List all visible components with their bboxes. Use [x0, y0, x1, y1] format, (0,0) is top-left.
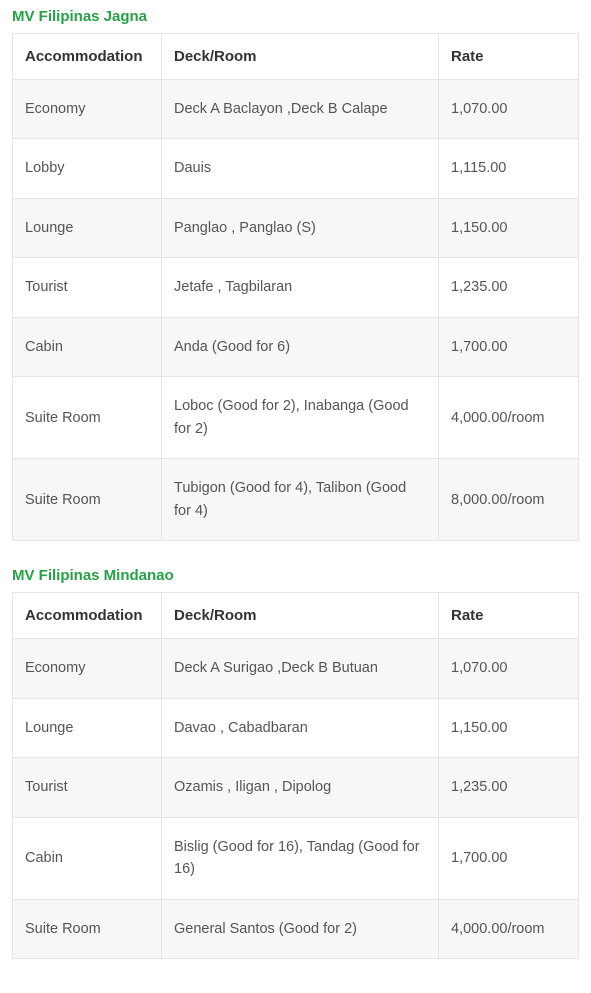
- table-row: Tourist Jetafe , Tagbilaran 1,235.00: [13, 258, 579, 317]
- cell-rate: 1,700.00: [439, 817, 579, 899]
- rate-section-mindanao: MV Filipinas Mindanao Accommodation Deck…: [12, 567, 579, 959]
- cell-rate: 1,700.00: [439, 317, 579, 376]
- cell-accommodation: Tourist: [13, 258, 162, 317]
- cell-accommodation: Tourist: [13, 758, 162, 817]
- cell-accommodation: Lounge: [13, 198, 162, 257]
- table-row: Suite Room General Santos (Good for 2) 4…: [13, 899, 579, 958]
- cell-accommodation: Suite Room: [13, 459, 162, 541]
- table-row: Lounge Panglao , Panglao (S) 1,150.00: [13, 198, 579, 257]
- cell-rate: 1,150.00: [439, 198, 579, 257]
- cell-rate: 4,000.00/room: [439, 899, 579, 958]
- cell-deckroom: Bislig (Good for 16), Tandag (Good for 1…: [162, 817, 439, 899]
- section-title: MV Filipinas Jagna: [12, 8, 579, 25]
- cell-rate: 4,000.00/room: [439, 377, 579, 459]
- cell-deckroom: Davao , Cabadbaran: [162, 698, 439, 757]
- cell-deckroom: Panglao , Panglao (S): [162, 198, 439, 257]
- cell-deckroom: Ozamis , Iligan , Dipolog: [162, 758, 439, 817]
- table-row: Cabin Bislig (Good for 16), Tandag (Good…: [13, 817, 579, 899]
- table-row: Lounge Davao , Cabadbaran 1,150.00: [13, 698, 579, 757]
- table-row: Suite Room Loboc (Good for 2), Inabanga …: [13, 377, 579, 459]
- section-title: MV Filipinas Mindanao: [12, 567, 579, 584]
- table-row: Lobby Dauis 1,115.00: [13, 139, 579, 198]
- cell-rate: 1,235.00: [439, 758, 579, 817]
- cell-deckroom: Dauis: [162, 139, 439, 198]
- table-row: Tourist Ozamis , Iligan , Dipolog 1,235.…: [13, 758, 579, 817]
- table-row: Economy Deck A Baclayon ,Deck B Calape 1…: [13, 80, 579, 139]
- cell-accommodation: Lounge: [13, 698, 162, 757]
- cell-rate: 1,070.00: [439, 80, 579, 139]
- cell-accommodation: Cabin: [13, 817, 162, 899]
- cell-accommodation: Lobby: [13, 139, 162, 198]
- cell-deckroom: Jetafe , Tagbilaran: [162, 258, 439, 317]
- cell-deckroom: Deck A Baclayon ,Deck B Calape: [162, 80, 439, 139]
- cell-accommodation: Economy: [13, 639, 162, 698]
- cell-rate: 8,000.00/room: [439, 459, 579, 541]
- rate-table: Accommodation Deck/Room Rate Economy Dec…: [12, 592, 579, 959]
- cell-rate: 1,115.00: [439, 139, 579, 198]
- col-header-accommodation: Accommodation: [13, 593, 162, 639]
- cell-accommodation: Economy: [13, 80, 162, 139]
- table-row: Cabin Anda (Good for 6) 1,700.00: [13, 317, 579, 376]
- cell-rate: 1,070.00: [439, 639, 579, 698]
- cell-accommodation: Suite Room: [13, 899, 162, 958]
- table-header-row: Accommodation Deck/Room Rate: [13, 34, 579, 80]
- cell-deckroom: Loboc (Good for 2), Inabanga (Good for 2…: [162, 377, 439, 459]
- cell-deckroom: Deck A Surigao ,Deck B Butuan: [162, 639, 439, 698]
- col-header-deckroom: Deck/Room: [162, 593, 439, 639]
- cell-deckroom: General Santos (Good for 2): [162, 899, 439, 958]
- col-header-accommodation: Accommodation: [13, 34, 162, 80]
- table-row: Economy Deck A Surigao ,Deck B Butuan 1,…: [13, 639, 579, 698]
- cell-rate: 1,235.00: [439, 258, 579, 317]
- cell-rate: 1,150.00: [439, 698, 579, 757]
- cell-deckroom: Tubigon (Good for 4), Talibon (Good for …: [162, 459, 439, 541]
- table-row: Suite Room Tubigon (Good for 4), Talibon…: [13, 459, 579, 541]
- col-header-deckroom: Deck/Room: [162, 34, 439, 80]
- cell-accommodation: Cabin: [13, 317, 162, 376]
- col-header-rate: Rate: [439, 34, 579, 80]
- cell-deckroom: Anda (Good for 6): [162, 317, 439, 376]
- table-header-row: Accommodation Deck/Room Rate: [13, 593, 579, 639]
- rate-table: Accommodation Deck/Room Rate Economy Dec…: [12, 33, 579, 541]
- cell-accommodation: Suite Room: [13, 377, 162, 459]
- col-header-rate: Rate: [439, 593, 579, 639]
- rate-section-jagna: MV Filipinas Jagna Accommodation Deck/Ro…: [12, 8, 579, 541]
